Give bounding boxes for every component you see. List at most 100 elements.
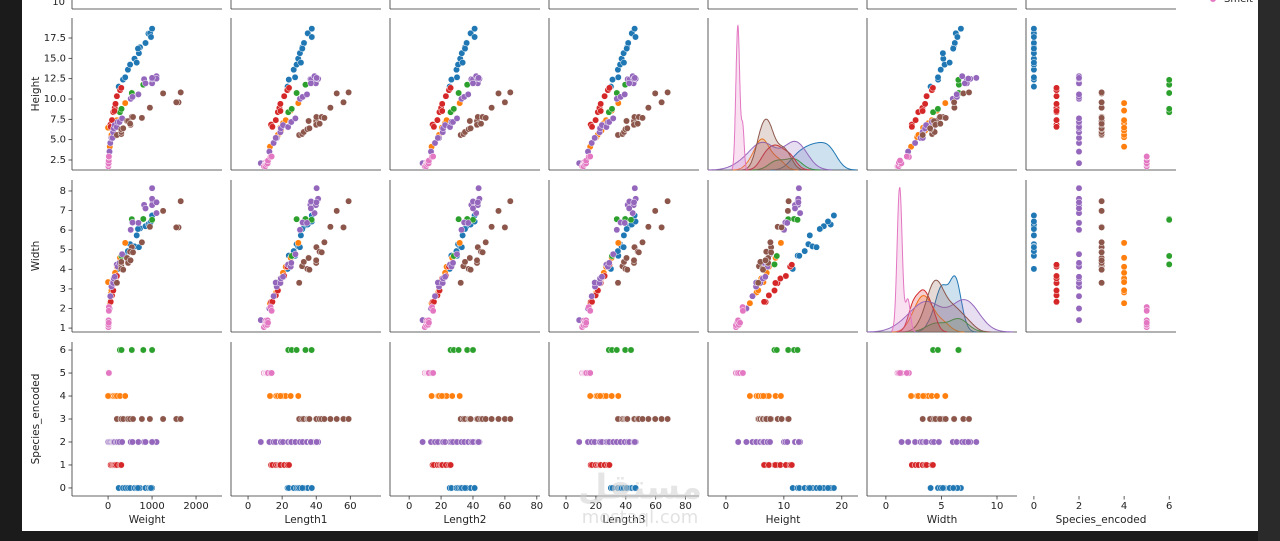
kde-line xyxy=(708,140,832,171)
point xyxy=(796,209,804,217)
point xyxy=(466,117,474,125)
point xyxy=(117,84,125,92)
point xyxy=(631,74,639,82)
point xyxy=(608,392,616,400)
y-tick-label: 7.5 xyxy=(50,114,66,125)
point xyxy=(582,319,590,327)
legend-label: Smelt xyxy=(1224,0,1253,5)
point xyxy=(290,66,298,74)
point xyxy=(631,184,639,192)
point xyxy=(1053,116,1060,124)
point xyxy=(459,59,467,67)
point xyxy=(305,415,313,423)
point xyxy=(340,98,347,106)
kde-area xyxy=(752,158,820,170)
point xyxy=(1098,114,1106,122)
point xyxy=(1120,239,1128,247)
point xyxy=(623,484,631,492)
point xyxy=(605,259,613,267)
point xyxy=(268,307,276,315)
x-tick-label: 80 xyxy=(530,501,543,512)
point xyxy=(936,415,944,423)
point xyxy=(791,204,799,212)
point xyxy=(1075,219,1083,227)
point xyxy=(431,139,439,147)
point xyxy=(419,438,427,446)
kde-area xyxy=(741,119,805,170)
point xyxy=(1053,84,1060,92)
point xyxy=(288,105,296,113)
panel xyxy=(866,342,1017,497)
point xyxy=(1030,212,1038,219)
point xyxy=(134,225,142,233)
point xyxy=(456,392,464,400)
panel xyxy=(1025,18,1176,171)
point xyxy=(1053,107,1060,115)
point xyxy=(308,25,316,33)
y-axis-label: Height xyxy=(30,77,42,112)
point xyxy=(761,273,769,281)
point xyxy=(1165,260,1173,268)
point xyxy=(961,79,969,87)
point xyxy=(333,415,341,423)
point xyxy=(313,184,321,192)
x-axis-label: Length2 xyxy=(444,514,487,526)
y-tick-label: 17.5 xyxy=(44,33,66,44)
point xyxy=(1075,292,1083,300)
point xyxy=(627,216,635,224)
point xyxy=(911,139,919,147)
point xyxy=(664,197,672,205)
point xyxy=(806,231,814,239)
point xyxy=(455,89,463,97)
point xyxy=(586,153,594,160)
point xyxy=(784,207,792,215)
point xyxy=(268,123,276,131)
y-tick-label: 3 xyxy=(60,284,66,295)
point xyxy=(305,254,313,262)
point xyxy=(795,438,803,446)
point xyxy=(597,100,605,108)
point xyxy=(1098,197,1106,205)
point xyxy=(586,369,594,377)
point xyxy=(268,153,276,160)
point xyxy=(138,114,146,122)
point xyxy=(795,184,803,192)
point xyxy=(129,113,137,121)
y-tick-label: 6 xyxy=(60,345,66,356)
point xyxy=(771,260,778,268)
point xyxy=(644,415,652,423)
point xyxy=(620,59,628,67)
point xyxy=(1098,238,1106,246)
point xyxy=(428,392,436,400)
point xyxy=(106,292,114,300)
point xyxy=(298,484,306,492)
point xyxy=(1075,148,1083,156)
point xyxy=(623,225,631,233)
point xyxy=(929,108,937,116)
point xyxy=(495,207,502,215)
point xyxy=(625,204,633,212)
point xyxy=(438,107,446,115)
point xyxy=(285,76,293,84)
kde-line xyxy=(901,279,991,333)
kde-line xyxy=(752,158,820,171)
x-tick-label: 20 xyxy=(435,501,448,512)
point xyxy=(958,72,966,80)
x-tick-label: 20 xyxy=(835,501,848,512)
x-axis-label: Weight xyxy=(129,514,166,526)
point xyxy=(118,346,125,354)
point xyxy=(469,204,477,212)
point xyxy=(614,279,622,287)
kde-line xyxy=(731,24,748,170)
point xyxy=(453,73,461,81)
point xyxy=(942,415,950,423)
point xyxy=(1053,287,1060,294)
point xyxy=(291,250,299,258)
panel xyxy=(1025,180,1176,333)
point xyxy=(651,415,659,423)
point xyxy=(623,254,630,262)
point xyxy=(438,100,446,108)
point xyxy=(1030,73,1038,81)
kde-area xyxy=(891,187,916,332)
point xyxy=(934,73,942,81)
